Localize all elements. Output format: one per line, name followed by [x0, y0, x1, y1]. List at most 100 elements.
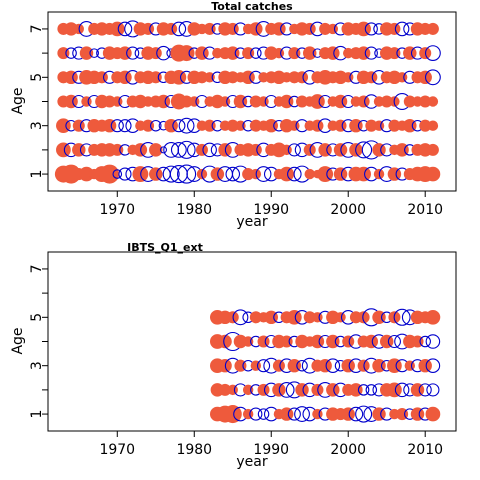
bubble-age6-1998 [326, 46, 340, 60]
bubble-age4-2003 [364, 334, 379, 349]
bubble-age3-1988 [249, 119, 262, 132]
bubble-age5-1996 [312, 312, 323, 323]
bubble-age1-1971 [118, 167, 132, 181]
bubble-age5-1999 [333, 70, 348, 85]
bubble-age7-2011 [426, 22, 439, 35]
panel-1-bubbles [54, 20, 441, 184]
bubble-age1-1985 [225, 166, 241, 182]
bubble-age3-1998 [325, 358, 341, 373]
bubble-age5-2002 [357, 311, 370, 324]
bubble-age7-1995 [303, 22, 316, 35]
panel-2-y-axis-label: Age [10, 327, 26, 354]
bubble-age6-1979 [178, 45, 195, 62]
bubble-age3-1993 [289, 120, 300, 131]
bubble-age5-1971 [118, 70, 132, 85]
bubble-age7-2007 [394, 21, 410, 37]
bubble-age1-1969 [100, 164, 120, 184]
x-tick-label-2010: 2010 [407, 442, 443, 458]
x-tick-label-2000: 2000 [330, 442, 366, 458]
bubble-age7-1998 [327, 23, 339, 35]
bubble-age2-1982 [202, 142, 217, 158]
bubble-age7-2003 [364, 22, 378, 36]
bubble-age1-1970 [112, 169, 123, 179]
bubble-age4-1970 [112, 96, 123, 107]
bubble-age3-1971 [118, 119, 132, 133]
bubble-age3-1991 [272, 359, 285, 372]
panel-1-x-axis: 1970 1980 1990 2000 2010 [99, 191, 443, 218]
bubble-age7-1964 [64, 22, 78, 36]
panel-1-y-axis: 1 3 5 7 [29, 24, 48, 179]
bubble-age3-2006 [387, 358, 402, 374]
bubble-age1-1989 [255, 166, 272, 182]
bubble-age5-1999 [335, 312, 346, 323]
bubble-age3-1992 [279, 118, 294, 133]
bubble-age2-1963 [56, 142, 71, 158]
y-tick-label-1: 1 [29, 410, 45, 419]
bubble-age5-1988 [249, 311, 262, 324]
panel-2-title: IBTS_Q1_ext [127, 241, 203, 254]
bubble-age3-1985 [226, 119, 239, 132]
bubble-age3-2011 [425, 358, 441, 373]
bubble-age3-2011 [427, 120, 439, 131]
bubble-age4-1984 [218, 334, 232, 349]
bubble-age4-1966 [81, 96, 92, 107]
bubble-age5-1985 [226, 71, 239, 84]
bubble-age4-1994 [295, 334, 309, 349]
bubble-age5-1991 [272, 70, 286, 85]
bubble-age6-1991 [273, 47, 285, 59]
bubble-age2-1994 [295, 383, 309, 397]
bubble-age4-2006 [387, 334, 401, 349]
bubble-age2-1998 [326, 383, 340, 397]
bubble-age6-2003 [364, 46, 378, 60]
x-tick-label-2010: 2010 [407, 202, 443, 218]
bubble-age3-1994 [296, 359, 308, 372]
bubble-age1-2000 [341, 407, 355, 421]
bubble-age1-1996 [312, 408, 323, 420]
bubble-age4-2008 [403, 95, 416, 108]
panel-ibts-q1-ext: 1970 1980 1990 2000 2010 1 3 5 7 IBTS_Q1_ext ye… [10, 241, 457, 470]
bubble-age4-2011 [427, 96, 439, 107]
bubble-age2-1976 [159, 146, 168, 154]
bubble-age1-1985 [223, 405, 242, 424]
bubble-age1-1995 [304, 168, 315, 180]
bubble-age5-2000 [343, 72, 354, 83]
bubble-age2-2007 [394, 382, 410, 398]
bubble-age3-1978 [172, 119, 186, 133]
bubble-age3-1979 [178, 117, 195, 134]
bubble-age2-2003 [365, 384, 378, 396]
bubble-age7-2002 [356, 21, 371, 37]
x-tick-label-1990: 1990 [253, 442, 289, 458]
bubble-age1-1993 [287, 407, 301, 421]
bubble-age4-2010 [419, 335, 431, 348]
bubble-age6-1964 [65, 47, 77, 59]
panel-1-y-axis-label: Age [10, 87, 26, 114]
bubble-age3-2004 [373, 120, 385, 131]
bubble-age4-1988 [249, 95, 262, 108]
bubble-age3-2008 [404, 360, 416, 371]
bubble-age1-1997 [317, 166, 334, 183]
bubble-age4-2005 [380, 95, 393, 108]
bubble-age1-2011 [425, 166, 441, 182]
bubble-age4-1986 [233, 334, 248, 349]
bubble-age6-1966 [79, 46, 94, 60]
y-tick-label-5: 5 [29, 313, 45, 322]
bubble-age5-1994 [296, 71, 309, 84]
bubble-age4-2002 [357, 95, 370, 108]
bubble-age2-2006 [387, 382, 402, 398]
bubble-age1-1975 [149, 167, 163, 181]
bubble-age2-1981 [195, 143, 208, 156]
bubble-age2-2002 [357, 384, 370, 396]
bubble-age5-1978 [171, 69, 187, 85]
bubble-age5-1981 [195, 71, 208, 84]
bubble-age1-1988 [249, 407, 263, 421]
bubble-age1-1989 [257, 408, 270, 420]
bubble-age4-2010 [419, 95, 432, 108]
bubble-age2-1985 [227, 384, 238, 396]
panel-1-x-axis-label: year [236, 214, 267, 230]
x-tick-label-1970: 1970 [99, 442, 135, 458]
x-tick-label-1980: 1980 [176, 202, 212, 218]
bubble-age5-2011 [425, 309, 441, 325]
panel-1-title: Total catches [211, 0, 293, 13]
bubble-age7-2006 [388, 22, 401, 35]
